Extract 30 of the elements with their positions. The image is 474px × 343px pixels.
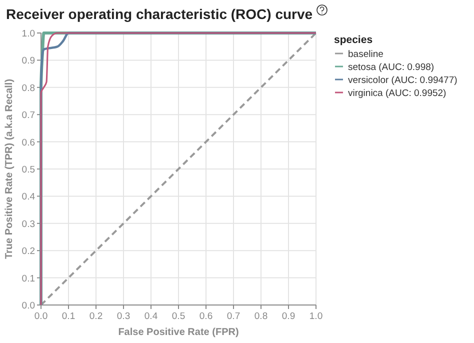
- legend-title: species: [334, 34, 373, 46]
- legend-label: setosa (AUC: 0.998): [348, 62, 434, 73]
- x-tick-label: 0.2: [89, 311, 103, 322]
- legend-label: virginica (AUC: 0.9952): [348, 88, 446, 99]
- y-tick-label: 1.0: [22, 28, 35, 40]
- x-tick-label: 0.4: [144, 311, 158, 322]
- y-tick-label: 0.3: [22, 218, 35, 230]
- y-axis-title: True Positive Rate (TPR) (a.k.a Recall): [4, 78, 15, 260]
- x-tick-label: 0.6: [199, 311, 213, 322]
- x-axis-title: False Positive Rate (FPR): [118, 327, 239, 338]
- x-tick-label: 0.1: [62, 311, 76, 322]
- x-tick-label: 0.3: [116, 311, 130, 322]
- y-tick-label: 0.4: [22, 192, 35, 203]
- x-tick-label: 0.7: [226, 311, 240, 322]
- x-tick-label: 0.9: [282, 311, 296, 322]
- y-tick-label: 0.5: [22, 164, 35, 176]
- y-tick-label: 0.0: [22, 300, 35, 312]
- y-tick-label: 0.6: [22, 137, 35, 148]
- y-tick-label: 0.7: [22, 110, 35, 122]
- legend-label: baseline: [348, 49, 384, 60]
- y-tick-label: 0.2: [22, 246, 35, 258]
- chart-title: Receiver operating characteristic (ROC) curve: [6, 6, 313, 22]
- y-tick-label: 0.9: [22, 56, 35, 67]
- x-tick-label: 0.8: [254, 311, 268, 322]
- y-tick-label: 0.1: [22, 273, 35, 284]
- x-tick-label: 1.0: [309, 311, 323, 322]
- y-tick-label: 0.8: [22, 82, 35, 94]
- x-tick-label: 0.5: [172, 311, 186, 322]
- legend-label: versicolor (AUC: 0.99477): [348, 75, 458, 86]
- x-tick-label: 0.0: [34, 311, 48, 322]
